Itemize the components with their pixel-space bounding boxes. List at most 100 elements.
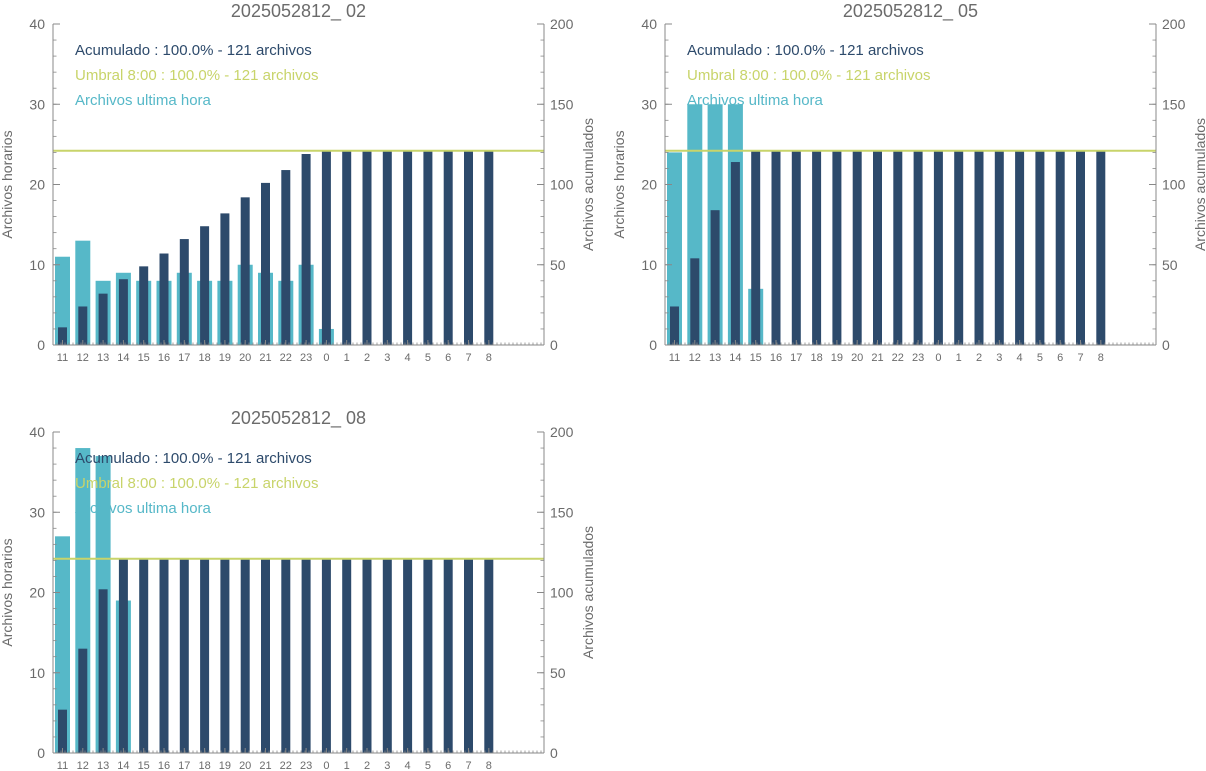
- x-tick-label: 16: [158, 760, 170, 771]
- bar-cumulative-11: [670, 306, 679, 345]
- bar-hourly-11: [667, 152, 682, 345]
- bar-cumulative-16: [771, 150, 781, 345]
- x-tick-label: 4: [1017, 352, 1023, 364]
- bar-cumulative-17: [791, 150, 801, 345]
- x-tick-label: 6: [445, 760, 451, 771]
- x-tick-label: 22: [280, 352, 292, 364]
- bar-cumulative-1: [342, 558, 352, 753]
- x-tick-label: 18: [198, 352, 210, 364]
- bar-cumulative-20: [240, 197, 250, 345]
- bar-cumulative-22: [893, 150, 903, 345]
- y-tick-label: 40: [29, 16, 45, 32]
- bar-cumulative-19: [832, 150, 842, 345]
- bar-hourly-11: [55, 256, 70, 345]
- legend-entry: Acumulado : 100.0% - 121 archivos: [75, 42, 312, 59]
- y2-tick-label: 200: [550, 16, 574, 32]
- chart-title: 2025052812_ 05: [843, 1, 978, 22]
- y-tick-label: 30: [641, 96, 657, 112]
- y-axis-label: Archivos horarios: [0, 538, 15, 646]
- y-tick-label: 10: [29, 665, 45, 681]
- bar-cumulative-17: [179, 239, 189, 345]
- bar-cumulative-15: [139, 266, 149, 345]
- bar-cumulative-0: [933, 150, 943, 345]
- x-tick-label: 15: [138, 352, 150, 364]
- legend-entry: Archivos ultima hora: [75, 500, 212, 517]
- x-tick-label: 12: [77, 760, 89, 771]
- y2-tick-label: 50: [550, 257, 566, 273]
- x-tick-label: 4: [405, 760, 411, 771]
- legend-entry: Archivos ultima hora: [75, 92, 212, 109]
- x-tick-label: 12: [77, 352, 89, 364]
- x-tick-label: 20: [239, 760, 251, 771]
- bar-cumulative-8: [1096, 150, 1106, 345]
- bar-cumulative-15: [139, 558, 149, 753]
- bar-cumulative-0: [321, 558, 331, 753]
- legend-entry: Acumulado : 100.0% - 121 archivos: [687, 42, 924, 59]
- x-tick-label: 5: [1037, 352, 1043, 364]
- x-tick-label: 13: [97, 760, 109, 771]
- bar-cumulative-8: [484, 150, 494, 345]
- x-tick-label: 3: [996, 352, 1002, 364]
- bar-cumulative-20: [240, 558, 250, 753]
- x-tick-label: 14: [117, 760, 129, 771]
- bar-cumulative-14: [730, 162, 740, 345]
- y-tick-label: 40: [29, 424, 45, 440]
- bar-cumulative-6: [443, 150, 453, 345]
- y2-tick-label: 100: [550, 177, 574, 193]
- x-tick-label: 18: [198, 760, 210, 771]
- bar-cumulative-4: [403, 558, 413, 753]
- bar-cumulative-0: [321, 150, 331, 345]
- bar-cumulative-22: [281, 170, 291, 345]
- x-tick-label: 4: [405, 352, 411, 364]
- x-tick-label: 22: [892, 352, 904, 364]
- x-tick-label: 7: [465, 352, 471, 364]
- x-tick-label: 13: [97, 352, 109, 364]
- x-tick-label: 11: [57, 760, 68, 771]
- bar-cumulative-2: [362, 150, 372, 345]
- bar-cumulative-1: [954, 150, 964, 345]
- y2-tick-label: 100: [1162, 177, 1186, 193]
- bar-cumulative-21: [261, 558, 270, 753]
- x-tick-label: 0: [323, 760, 329, 771]
- x-tick-label: 12: [689, 352, 701, 364]
- x-tick-label: 1: [344, 352, 350, 364]
- x-tick-label: 15: [138, 760, 150, 771]
- y2-axis-label: Archivos acumulados: [580, 526, 596, 659]
- x-tick-label: 18: [810, 352, 822, 364]
- bar-cumulative-3: [382, 150, 392, 345]
- y2-axis-label: Archivos acumulados: [1192, 118, 1206, 251]
- bar-cumulative-23: [913, 150, 923, 345]
- x-tick-label: 1: [956, 352, 962, 364]
- x-tick-label: 1: [344, 760, 350, 771]
- x-tick-label: 15: [750, 352, 762, 364]
- x-tick-label: 21: [871, 352, 883, 364]
- bar-cumulative-20: [852, 150, 862, 345]
- x-tick-label: 6: [445, 352, 451, 364]
- bar-cumulative-5: [423, 150, 433, 345]
- bar-cumulative-3: [994, 150, 1004, 345]
- x-tick-label: 17: [178, 352, 190, 364]
- y2-tick-label: 0: [550, 745, 558, 761]
- bar-cumulative-15: [751, 150, 761, 345]
- x-tick-label: 14: [729, 352, 741, 364]
- bar-cumulative-5: [1035, 150, 1045, 345]
- x-tick-label: 17: [790, 352, 802, 364]
- x-tick-label: 2: [364, 760, 370, 771]
- bar-cumulative-18: [200, 558, 210, 753]
- chart-title: 2025052812_ 02: [231, 1, 366, 22]
- y2-axis-label: Archivos acumulados: [580, 118, 596, 251]
- x-tick-label: 14: [117, 352, 129, 364]
- bar-cumulative-23: [301, 154, 311, 345]
- x-tick-label: 5: [425, 760, 431, 771]
- bar-cumulative-18: [812, 150, 822, 345]
- bar-cumulative-2: [362, 558, 372, 753]
- legend-entry: Umbral 8:00 : 100.0% - 121 archivos: [687, 67, 930, 84]
- bar-cumulative-19: [220, 213, 230, 345]
- bar-cumulative-7: [464, 558, 473, 753]
- bar-cumulative-21: [261, 182, 270, 345]
- x-tick-label: 23: [300, 352, 312, 364]
- bar-cumulative-14: [118, 558, 128, 753]
